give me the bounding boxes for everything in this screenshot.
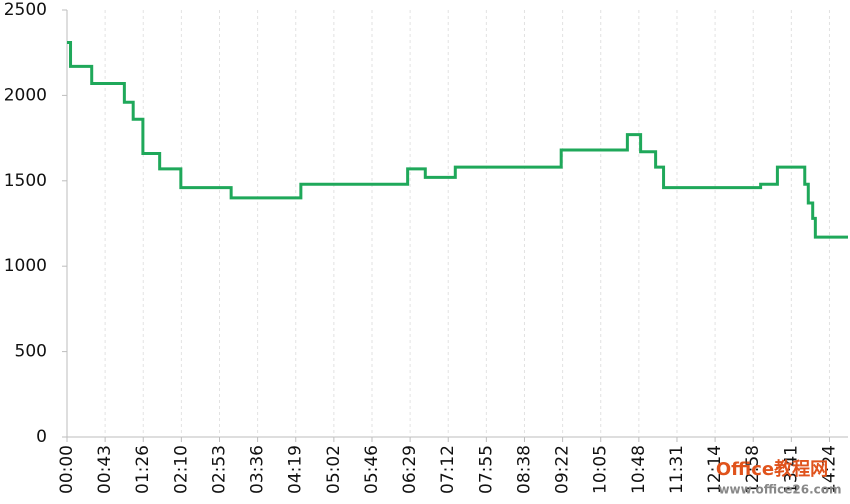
watermark-url: www.office26.com [718, 483, 841, 497]
x-tick-label: 05:02 [324, 445, 344, 494]
x-tick-label: 07:55 [476, 445, 496, 494]
x-tick-label: 06:29 [400, 445, 420, 494]
data-line [67, 40, 848, 239]
x-tick-label: 00:00 [57, 445, 77, 494]
x-tick-label: 03:36 [248, 445, 268, 494]
y-tick-label: 1000 [4, 256, 47, 276]
x-tick-label: 12:14 [705, 445, 725, 494]
y-tick-label: 500 [15, 342, 47, 362]
x-tick-label: 10:48 [629, 445, 649, 494]
x-tick-label: 04:19 [286, 445, 306, 494]
y-tick-label: 2000 [4, 85, 47, 105]
x-tick-label: 08:38 [514, 445, 534, 494]
x-tick-label: 14:24 [819, 445, 839, 494]
x-tick-label: 02:53 [209, 445, 229, 494]
y-tick-label: 2500 [4, 0, 47, 20]
x-tick-label: 02:10 [171, 445, 191, 494]
x-tick-label: 05:46 [362, 445, 382, 494]
y-tick-label: 1500 [4, 171, 47, 191]
x-tick-label: 01:26 [133, 445, 153, 494]
x-tick-label: 09:22 [553, 445, 573, 494]
y-tick-label: 0 [36, 427, 47, 447]
x-tick-label: 07:12 [438, 445, 458, 494]
x-tick-label: 10:05 [591, 445, 611, 494]
x-tick-label: 13:41 [781, 445, 801, 494]
x-tick-label: 12:58 [743, 445, 763, 494]
x-tick-label: 00:43 [95, 445, 115, 494]
x-tick-label: 11:31 [667, 445, 687, 494]
watermark-title: Office教程网 [716, 458, 828, 480]
